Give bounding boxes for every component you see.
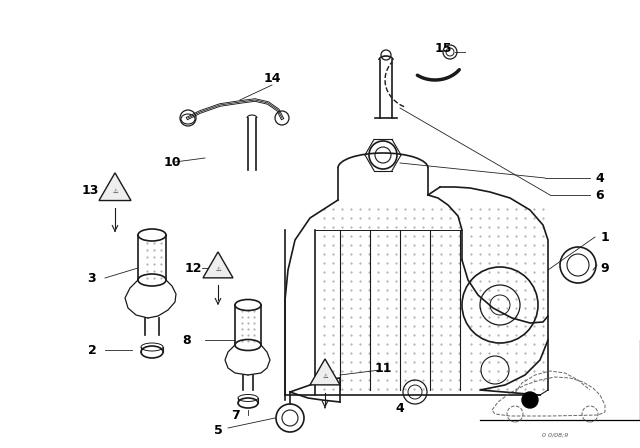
Text: 9: 9	[601, 262, 609, 275]
Polygon shape	[203, 252, 233, 278]
Text: 11: 11	[374, 362, 392, 375]
Text: 8: 8	[182, 333, 191, 346]
Text: 1: 1	[600, 231, 609, 244]
Polygon shape	[99, 173, 131, 201]
Text: 2: 2	[88, 344, 97, 357]
Text: 0 0/08;9: 0 0/08;9	[542, 432, 568, 438]
Text: ⚠: ⚠	[322, 374, 328, 379]
Text: ⚠: ⚠	[215, 267, 221, 272]
Text: 3: 3	[88, 271, 96, 284]
Text: 10: 10	[163, 155, 180, 168]
Circle shape	[522, 392, 538, 408]
Text: 14: 14	[263, 72, 281, 85]
Polygon shape	[310, 359, 340, 385]
Text: 7: 7	[230, 409, 239, 422]
Text: 15: 15	[435, 42, 452, 55]
Text: 6: 6	[596, 189, 604, 202]
Text: ⚠: ⚠	[112, 189, 118, 194]
Text: 4: 4	[596, 172, 604, 185]
Text: 13: 13	[81, 184, 99, 197]
Text: 4: 4	[396, 401, 404, 414]
Text: 12: 12	[184, 262, 202, 275]
Text: 5: 5	[214, 423, 222, 436]
